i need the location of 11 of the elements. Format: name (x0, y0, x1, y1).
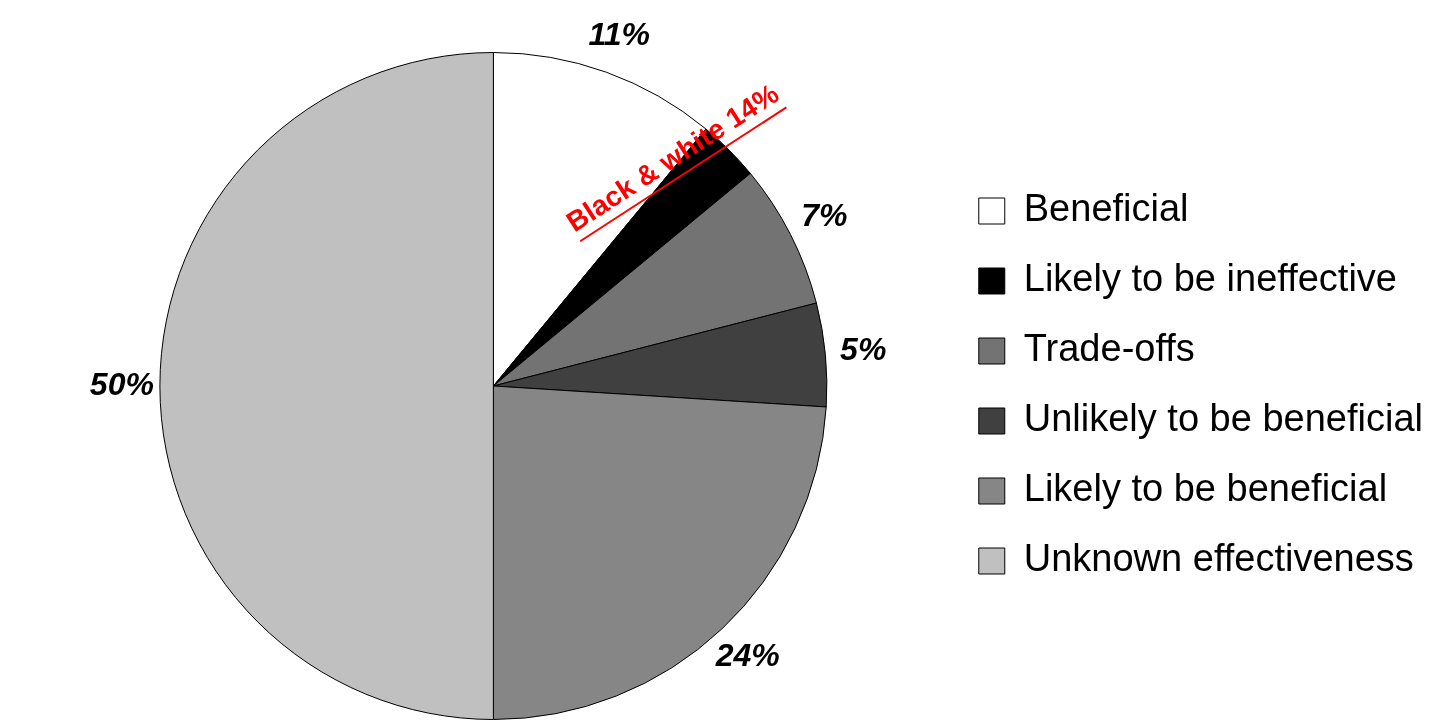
legend-label: Trade-offs (1023, 327, 1195, 370)
data-label: 50% (89, 365, 154, 402)
data-label: 7% (801, 197, 848, 234)
data-label: 5% (840, 330, 887, 367)
legend-label: Beneficial (1023, 187, 1189, 230)
data-label: 11% (588, 16, 651, 53)
legend-label: Unlikely to be beneficial (1023, 397, 1424, 440)
legend-label: Likely to be ineffective (1023, 257, 1397, 300)
data-label: 24% (714, 636, 780, 673)
legend-label: Unknown effectiveness (1023, 537, 1414, 580)
legend-label: Likely to be beneficial (1023, 467, 1388, 510)
